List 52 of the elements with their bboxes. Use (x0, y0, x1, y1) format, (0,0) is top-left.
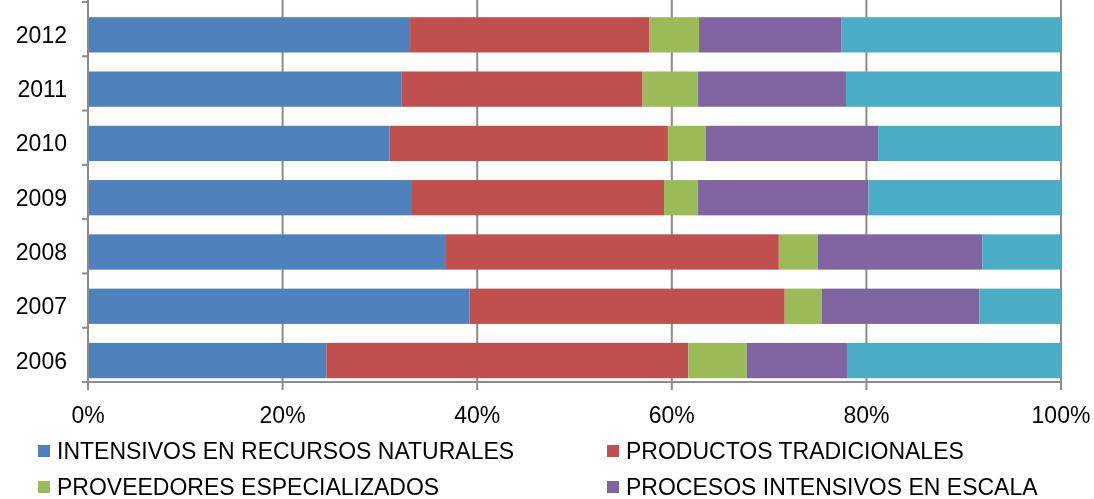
bar (389, 125, 668, 162)
bar (698, 180, 869, 216)
bar (88, 288, 470, 324)
y-tick-label: 2011 (17, 76, 67, 103)
bar (982, 234, 1061, 270)
bar (821, 288, 980, 324)
y-tick-label: 2006 (15, 347, 67, 374)
bar (326, 342, 689, 379)
x-tick-label: 100% (1031, 402, 1091, 428)
bar (649, 17, 700, 53)
legend-label: PRODUCTOS TRADICIONALES (626, 438, 964, 464)
y-tick-label: 2008 (15, 238, 67, 265)
legend-label: INTENSIVOS EN RECURSOS NATURALES (57, 438, 515, 464)
bar (746, 342, 847, 379)
bar (445, 234, 779, 270)
bar (667, 125, 706, 162)
y-tick-label: 2010 (15, 130, 67, 157)
x-tick-label: 60% (648, 402, 695, 428)
bar (698, 71, 846, 107)
bar (868, 180, 1061, 216)
x-tick-label: 40% (454, 402, 501, 428)
y-tick-label: 2007 (15, 293, 67, 320)
bar (412, 180, 665, 216)
bar (778, 234, 818, 270)
bar (845, 71, 1061, 107)
bar (846, 342, 1061, 379)
bar (88, 125, 390, 162)
bar (664, 180, 699, 216)
x-tick-label: 0% (71, 402, 105, 428)
legend-label: PROCESOS INTENSIVOS EN ESCALA (626, 474, 1039, 499)
bar (88, 180, 413, 216)
bar (88, 342, 327, 379)
bar (642, 71, 699, 107)
bar (688, 342, 747, 379)
bar (878, 125, 1061, 162)
bar (784, 288, 822, 324)
bar (410, 17, 650, 53)
x-tick-label: 80% (843, 402, 890, 428)
bar (88, 234, 446, 270)
bar (699, 17, 842, 53)
legend-label: PROVEEDORES ESPECIALIZADOS (57, 474, 440, 499)
bar (841, 17, 1061, 53)
bar (705, 125, 879, 162)
y-tick-label: 2009 (15, 184, 67, 211)
bar (401, 71, 643, 107)
bar (88, 17, 411, 53)
bar (979, 288, 1061, 324)
x-tick-label: 20% (259, 402, 306, 428)
bar (817, 234, 983, 270)
bar (88, 71, 402, 107)
y-tick-label: 2012 (15, 21, 67, 48)
bar (469, 288, 785, 324)
